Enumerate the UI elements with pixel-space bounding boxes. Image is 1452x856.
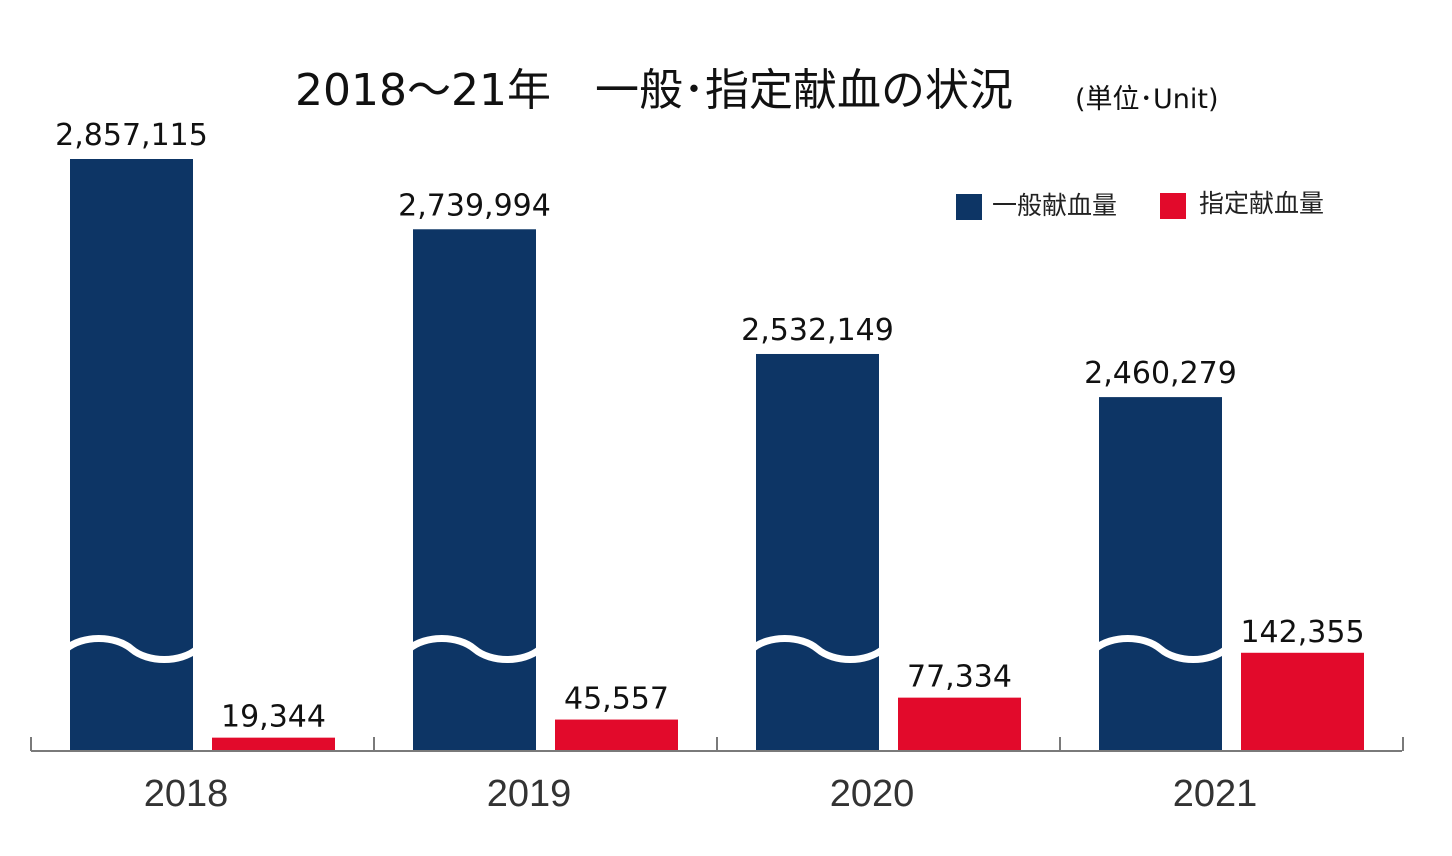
axis-break-mark-2020 <box>748 635 887 663</box>
bar-designated-2020 <box>898 697 1021 751</box>
x-tick-label-2019: 2019 <box>487 773 572 815</box>
data-label-general-2018: 2,857,115 <box>55 118 208 153</box>
legend-swatch-general <box>956 194 982 220</box>
bar-general-2021 <box>1099 397 1222 751</box>
axis-break-mark-2021 <box>1091 635 1230 663</box>
bar-designated-2019 <box>555 719 678 751</box>
data-label-designated-2021: 142,355 <box>1240 615 1364 650</box>
data-label-general-2019: 2,739,994 <box>398 188 551 223</box>
x-tick-label-2020: 2020 <box>830 773 915 815</box>
axis-break-mark-2019 <box>405 635 544 663</box>
legend-label-general: 一般献血量 <box>992 191 1117 220</box>
x-tick-label-2018: 2018 <box>144 773 229 815</box>
axis-break-mark-2018 <box>62 635 201 663</box>
data-label-designated-2020: 77,334 <box>907 660 1012 695</box>
bar-designated-2018 <box>212 737 335 751</box>
x-axis: 2018 2019 2020 2021 <box>30 737 1404 815</box>
bar-general-2019 <box>413 229 536 752</box>
data-label-designated-2019: 45,557 <box>564 682 669 717</box>
chart-unit-note: (単位･Unit) <box>1075 84 1219 115</box>
chart-title: 2018～21年 一般･指定献血の状況 <box>295 65 1013 116</box>
bar-designated-2021 <box>1241 652 1364 751</box>
data-label-general-2021: 2,460,279 <box>1084 356 1237 391</box>
legend-swatch-designated <box>1160 193 1186 219</box>
bar-general-2020 <box>756 353 879 751</box>
x-tick-label-2021: 2021 <box>1173 773 1258 815</box>
data-label-designated-2018: 19,344 <box>221 700 326 735</box>
data-label-general-2020: 2,532,149 <box>741 313 894 348</box>
legend-label-designated: 指定献血量 <box>1199 189 1324 218</box>
chart-legend: 一般献血量 指定献血量 <box>956 189 1324 220</box>
bar-series-group: 2,857,115 19,344 2,739,994 45,557 2,532,149 7… <box>55 118 1365 752</box>
